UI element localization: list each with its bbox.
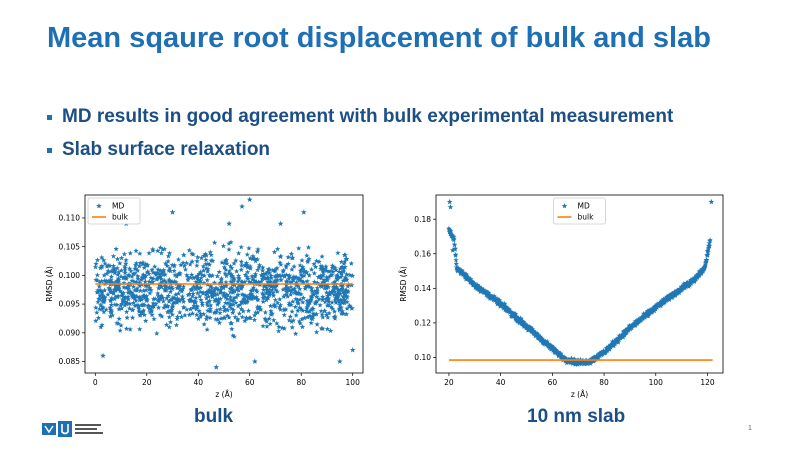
plot-frame: [84, 194, 364, 374]
md-point-cloud: [446, 225, 713, 367]
legend-md-marker: [561, 203, 568, 209]
md-point: [100, 352, 106, 359]
md-point: [252, 358, 258, 364]
legend-bulk-label: bulk: [578, 213, 595, 222]
legend-md-label: MD: [112, 202, 124, 211]
x-axis-label: z (Å): [571, 390, 588, 399]
y-tick-label: 0.110: [59, 214, 81, 223]
md-point-cloud: [92, 239, 356, 339]
bullet-list: MD results in good agreement with bulk e…: [47, 100, 673, 166]
x-tick-label: 20: [142, 378, 152, 387]
legend-bulk-label: bulk: [112, 213, 129, 222]
md-point: [708, 198, 715, 205]
bullet-text: MD results in good agreement with bulk e…: [62, 105, 674, 127]
y-tick-label: 0.100: [59, 271, 81, 280]
x-tick-label: 80: [599, 378, 609, 387]
md-point: [450, 247, 456, 253]
y-tick-label: 0.105: [59, 242, 81, 251]
slide-title: Mean sqaure root displacement of bulk an…: [47, 22, 711, 54]
y-tick-label: 0.12: [414, 318, 431, 327]
md-point: [277, 220, 284, 227]
y-tick-label: 0.18: [414, 215, 431, 224]
legend-md-marker: [96, 203, 102, 209]
y-tick-label: 0.085: [59, 357, 81, 366]
md-point: [226, 220, 232, 227]
legend-md-label: MD: [578, 202, 590, 211]
md-point: [447, 204, 454, 210]
y-axis-label: RMSD (Å): [399, 266, 408, 302]
x-tick-label: 20: [444, 378, 454, 387]
bullet-square-icon: [47, 148, 52, 153]
md-point: [213, 364, 220, 370]
page-number: 1: [748, 425, 752, 432]
y-tick-label: 0.16: [414, 249, 431, 258]
x-tick-label: 120: [700, 378, 715, 387]
bullet-square-icon: [47, 115, 52, 120]
chart-legend: MD bulk: [553, 197, 606, 225]
bulk-rmsd-chart: 0 20 40 60 80 100 0.085 0.090 0.095 0.100 0.105 0.1…: [45, 194, 364, 399]
university-logo-icon: [42, 421, 103, 437]
bullet-item: MD results in good agreement with bulk e…: [47, 100, 673, 133]
x-tick-label: 60: [548, 378, 558, 387]
x-tick-label: 100: [649, 378, 664, 387]
bulk-caption: bulk: [194, 406, 234, 427]
bullet-text: Slab surface relaxation: [62, 138, 271, 160]
md-series: [92, 196, 356, 370]
y-tick-label: 0.10: [414, 353, 431, 362]
slab-rmsd-chart: 20 40 60 80 100 120 0.10 0.12 0.14 0.16 0.18 z (Å) R…: [399, 194, 724, 399]
slab-caption: 10 nm slab: [527, 406, 626, 427]
md-point: [446, 198, 453, 205]
y-tick-label: 0.090: [59, 328, 81, 337]
x-tick-label: 100: [346, 378, 361, 387]
x-axis-label: z (Å): [215, 390, 232, 399]
md-series: [446, 198, 715, 367]
x-tick-label: 40: [496, 378, 506, 387]
x-tick-label: 60: [245, 378, 255, 387]
md-point: [169, 209, 176, 215]
md-point: [246, 196, 253, 202]
plot-frame: [435, 194, 724, 374]
md-point: [349, 347, 356, 353]
md-point: [300, 209, 307, 215]
x-tick-label: 0: [93, 378, 98, 387]
y-tick-label: 0.095: [59, 300, 81, 309]
md-point: [337, 358, 343, 364]
x-tick-label: 40: [193, 378, 203, 387]
y-tick-label: 0.14: [414, 284, 431, 293]
chart-legend: MD bulk: [87, 197, 141, 225]
md-point: [239, 203, 245, 209]
y-axis-label: RMSD (Å): [45, 266, 54, 302]
bullet-item: Slab surface relaxation: [47, 133, 673, 166]
x-tick-label: 80: [296, 378, 306, 387]
